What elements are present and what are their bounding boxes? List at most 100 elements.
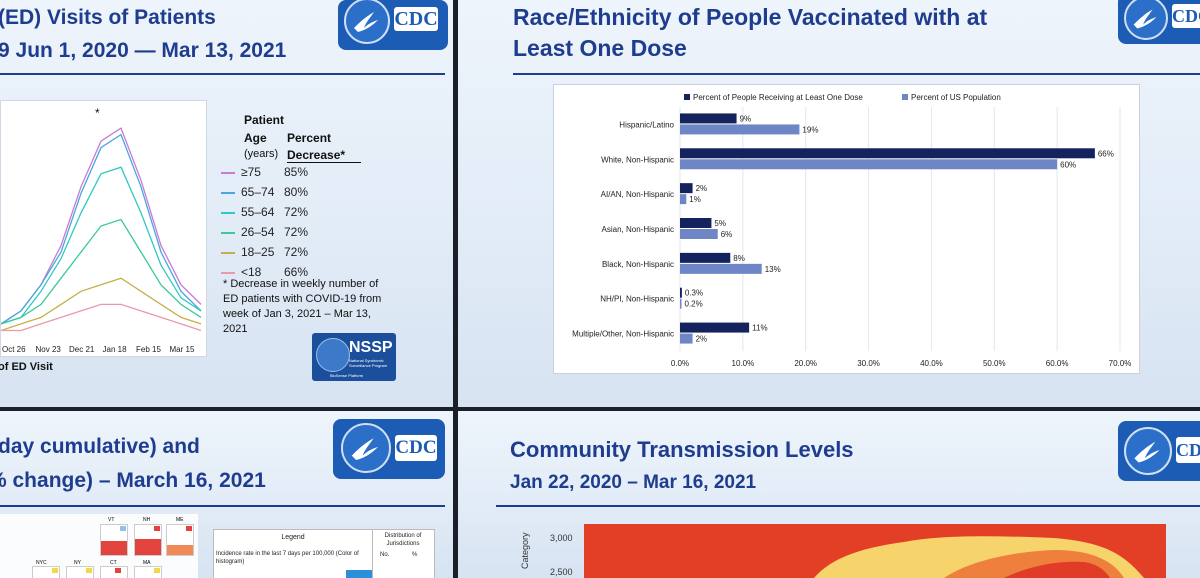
legend-percent: 72% xyxy=(284,225,309,239)
cdc-logo: CDC xyxy=(338,0,448,50)
cdc-label: CDC xyxy=(394,7,438,31)
legend-header-years: (years) xyxy=(244,148,279,160)
legend-row: ≥75 85% xyxy=(221,165,308,179)
bar-value-label: 13% xyxy=(765,265,781,274)
ed-x-tick: Oct 26 xyxy=(2,345,26,354)
bar-value-label: 9% xyxy=(740,114,752,123)
bar-value-label: 2% xyxy=(696,335,708,344)
bar xyxy=(680,287,682,298)
legend-row: 55–64 72% xyxy=(221,205,308,219)
globe-icon xyxy=(316,338,350,372)
peak-marker: * xyxy=(95,106,100,120)
panel-community-transmission: Community Transmission Levels Jan 22, 20… xyxy=(458,411,1200,578)
bar-value-label: 11% xyxy=(752,324,767,333)
category-label: White, Non-Hispanic xyxy=(601,155,674,164)
cdc-logo: CDC xyxy=(333,419,445,479)
transmission-area-svg xyxy=(584,524,1166,578)
panel-title-line1: day cumulative) and xyxy=(0,435,200,458)
legend-swatch xyxy=(221,171,235,174)
legend-table-row-text: Incidence rate in the last 7 days per 10… xyxy=(216,551,359,565)
legend-header-percent: Percent xyxy=(287,131,332,145)
legend-swatch xyxy=(684,94,690,100)
legend-age-label: <18 xyxy=(241,265,262,279)
histogram-me xyxy=(166,524,194,556)
legend-age-label: ≥75 xyxy=(241,165,261,179)
state-label-nh: NH xyxy=(143,517,151,523)
cdc-logo: CDC xyxy=(1118,0,1200,44)
legend-age-label: 26–54 xyxy=(241,225,275,239)
bar xyxy=(680,159,1058,170)
ed-series-line xyxy=(1,303,202,332)
ed-x-tick: Dec 21 xyxy=(69,345,95,354)
panel-title-line2: Least One Dose xyxy=(513,35,687,61)
bar-value-label: 0.2% xyxy=(685,300,703,309)
nssp-logo-sub2: BioSense Platform xyxy=(330,373,364,378)
ed-series-line xyxy=(0,133,202,325)
legend-table-title: Legend xyxy=(281,534,305,541)
y-tick-2500: 2,500 xyxy=(550,567,573,577)
state-label-vt: VT xyxy=(108,517,115,523)
legend-table-no: No. xyxy=(380,552,390,558)
ed-x-tick: Jan 18 xyxy=(103,345,128,354)
x-tick-label: 70.0% xyxy=(1109,359,1132,368)
panel-race-ethnicity: Race/Ethnicity of People Vaccinated with… xyxy=(458,0,1200,407)
panel-title-line2: Jan 22, 2020 – Mar 16, 2021 xyxy=(510,472,757,493)
eagle-icon xyxy=(341,423,391,473)
title-rule xyxy=(0,73,445,75)
x-tick-label: 10.0% xyxy=(732,359,755,368)
histogram-nyc xyxy=(32,566,60,578)
bar xyxy=(680,229,718,239)
legend-row: 18–25 72% xyxy=(221,245,308,259)
ed-series-line xyxy=(0,218,202,325)
cdc-logo: CDC xyxy=(1118,421,1200,481)
ed-x-axis-label: of ED Visit xyxy=(0,361,53,373)
legend-swatch xyxy=(221,271,235,274)
histogram-ny xyxy=(66,566,94,578)
cdc-label: CDC xyxy=(1172,4,1200,28)
ed-x-tick: Mar 15 xyxy=(170,345,195,354)
legend-divider xyxy=(372,530,373,578)
bar xyxy=(680,333,693,344)
transmission-area-chart xyxy=(584,524,1166,578)
ed-legend: Patient Age Percent (years) Decrease* ≥7… xyxy=(221,113,421,343)
panel-title-line1: (ED) Visits of Patients xyxy=(0,6,216,29)
ed-line-chart: Oct 26 Nov 23 Dec 21 Jan 18 Feb 15 Mar 15 xyxy=(0,100,207,357)
bar-value-label: 6% xyxy=(721,230,733,239)
legend-row: 26–54 72% xyxy=(221,225,308,239)
histogram-ma xyxy=(134,566,162,578)
bar-value-label: 19% xyxy=(802,125,818,134)
x-tick-label: 40.0% xyxy=(920,359,943,368)
ed-series-line xyxy=(0,277,202,332)
title-rule xyxy=(513,73,1200,75)
category-label: NH/PI, Non-Hispanic xyxy=(600,295,674,304)
bar xyxy=(680,252,731,263)
category-label: Hispanic/Latino xyxy=(619,120,674,129)
legend-swatch xyxy=(902,94,908,100)
legend-age-label: 18–25 xyxy=(241,245,275,259)
legend-color-swatch xyxy=(346,570,372,578)
race-bar-chart: 0.0% 10.0% 20.0% 30.0% 40.0% 50.0% 60.0% 70.0% P… xyxy=(553,84,1140,374)
nssp-logo: NSSP National Syndromic Surveillance Pro… xyxy=(312,333,396,381)
legend-percent: 66% xyxy=(284,265,309,279)
state-label-ct: CT xyxy=(110,560,117,566)
nssp-logo-name: NSSP xyxy=(349,339,393,356)
bar-value-label: 5% xyxy=(714,219,726,228)
race-bar-chart-svg: 0.0% 10.0% 20.0% 30.0% 40.0% 50.0% 60.0% 70.0% P… xyxy=(572,93,1132,368)
bar xyxy=(680,263,762,274)
legend-header-age: Age xyxy=(244,131,267,145)
legend-label: Percent of US Population xyxy=(911,93,1001,102)
category-label: AI/AN, Non-Hispanic xyxy=(601,190,674,199)
legend-age-label: 65–74 xyxy=(241,185,275,199)
histogram-nh xyxy=(134,524,162,556)
bar xyxy=(680,298,682,309)
legend-table: Legend Distribution of Jurisdictions Inc… xyxy=(213,529,435,578)
bar xyxy=(680,113,737,124)
legend-table-pct: % xyxy=(412,552,418,558)
x-tick-label: 50.0% xyxy=(983,359,1006,368)
cdc-label: CDC xyxy=(1176,437,1200,463)
legend-swatch xyxy=(221,211,235,214)
bar-value-label: 60% xyxy=(1060,160,1076,169)
ed-line-chart-svg: Oct 26 Nov 23 Dec 21 Jan 18 Feb 15 Mar 15 xyxy=(0,127,202,354)
panel-ed-visits: (ED) Visits of Patients 9 Jun 1, 2020 — … xyxy=(0,0,453,407)
legend-swatch xyxy=(221,231,235,234)
